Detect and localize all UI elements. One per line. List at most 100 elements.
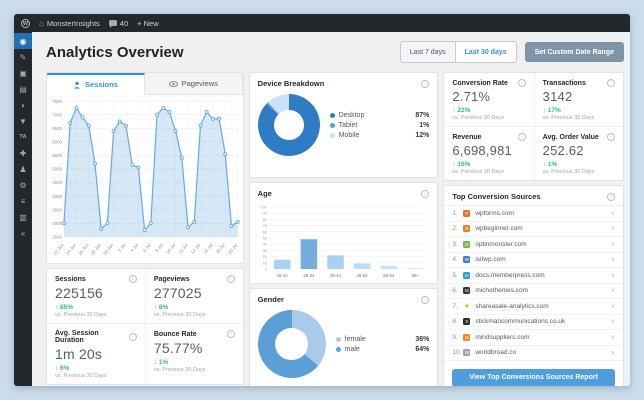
legend-label: Desktop	[338, 111, 365, 119]
source-rank: 3.	[452, 240, 458, 248]
new-label: + New	[137, 18, 159, 28]
sidebar-item-plugins[interactable]: ✚	[19, 148, 27, 158]
metric-compare: vs. Previous 30 Days	[542, 169, 595, 175]
comment-bubble-icon	[108, 20, 117, 28]
metric-value: 1m 20s	[55, 346, 103, 362]
sidebar-item-feedback[interactable]: ▼	[19, 116, 27, 126]
person-icon	[73, 81, 81, 89]
wordpress-logo-icon[interactable]: W	[21, 18, 30, 28]
source-row[interactable]: 7. ★ shareasale-analytics.com ∨	[444, 299, 624, 315]
sidebar-item-settings[interactable]: ≡	[20, 196, 26, 206]
legend-item: male 64%	[335, 346, 429, 353]
sidebar-item-media[interactable]: ▣	[19, 68, 27, 78]
legend-dot	[329, 112, 335, 118]
view-report-button[interactable]: View Top Conversions Sources Report	[452, 368, 616, 386]
metric-value: 6,698,981	[452, 143, 512, 158]
info-icon[interactable]	[128, 333, 137, 341]
sidebar-item-insights[interactable]: ▥	[19, 212, 27, 222]
svg-text:90: 90	[262, 212, 266, 216]
card-title: Device Breakdown	[257, 79, 325, 88]
info-icon[interactable]	[607, 133, 616, 141]
eye-icon	[168, 80, 178, 87]
wordpress-window: W ⌂ MonsterInsights 40 + New ◉ ✎ ▣ ▤ ◗ ▼ TA ✚ ♟ ⚙…	[14, 14, 630, 386]
metric-compare: vs. Previous 30 Days	[153, 312, 206, 318]
source-domain: shareasale-analytics.com	[475, 302, 549, 310]
sidebar-item-dashboard[interactable]: ◉	[14, 33, 32, 49]
chevron-down-icon[interactable]: ∨	[610, 241, 616, 248]
device-breakdown-card: Device Breakdown Desktop 87%	[248, 72, 439, 178]
chevron-down-icon[interactable]: ∨	[610, 319, 616, 326]
svg-text:65+: 65+	[411, 273, 419, 278]
legend-value: 87%	[415, 111, 430, 119]
info-icon[interactable]	[517, 133, 526, 141]
new-menu[interactable]: + New	[137, 19, 158, 28]
metric-label: Pageviews	[153, 275, 190, 283]
chevron-down-icon[interactable]: ∨	[610, 226, 616, 233]
age-card: Age 0 10 20 30 40 50 60 70 80 90 100 18-24 25-34 35-4…	[248, 182, 439, 284]
svg-text:30 Jun: 30 Jun	[102, 242, 115, 256]
sidebar-item-tools[interactable]: ⚙	[19, 180, 27, 190]
svg-text:4 Jul: 4 Jul	[129, 242, 139, 253]
sidebar-item-analytics-ta[interactable]: TA	[19, 134, 27, 140]
metric-value: 75.77%	[153, 340, 203, 356]
sidebar-item-pages[interactable]: ▤	[19, 84, 27, 94]
svg-text:50: 50	[262, 236, 266, 240]
set-custom-date-range-button[interactable]: Set Custom Date Range	[524, 42, 624, 62]
info-icon[interactable]	[128, 275, 137, 283]
svg-text:16 Jul: 16 Jul	[202, 242, 213, 254]
chevron-down-icon[interactable]: ∨	[610, 288, 616, 295]
info-icon[interactable]	[607, 79, 616, 87]
metric-compare: vs. Previous 30 Days	[153, 367, 206, 373]
metric-conversion-rate: Conversion Rate 2.71% ↑ 22% vs. Previous…	[444, 73, 533, 126]
info-icon[interactable]	[517, 79, 526, 87]
source-rank: 1.	[452, 209, 458, 217]
tab-sessions[interactable]: Sessions	[47, 73, 145, 95]
chevron-down-icon[interactable]: ∨	[610, 350, 616, 357]
metric-change: ↑ 17%	[542, 107, 561, 114]
svg-text:7000: 7000	[52, 112, 62, 117]
sidebar-item-posts[interactable]: ✎	[19, 52, 27, 62]
sidebar-item-comments[interactable]: ◗	[20, 100, 26, 110]
info-icon[interactable]	[226, 330, 235, 338]
last-7-days-button[interactable]: Last 7 days	[400, 42, 455, 62]
info-icon[interactable]	[421, 189, 430, 198]
sidebar-item-collapse[interactable]: «	[20, 228, 26, 238]
source-domain: optinmonster.com	[475, 240, 527, 248]
chevron-down-icon[interactable]: ∨	[610, 272, 616, 279]
last-30-days-button[interactable]: Last 30 days	[454, 42, 516, 62]
svg-text:70: 70	[262, 224, 266, 228]
metric-label: Sessions	[55, 275, 86, 283]
metric-compare: vs. Previous 30 Days	[55, 373, 107, 379]
info-icon[interactable]	[226, 275, 235, 283]
comments-indicator[interactable]: 40	[108, 19, 128, 28]
legend-label: Mobile	[338, 131, 360, 139]
source-row[interactable]: 5. m docs.memberpress.com ∨	[444, 268, 624, 284]
legend-dot	[329, 122, 335, 128]
metric-change: ↑ 1%	[542, 161, 558, 168]
metric-value: 3142	[542, 89, 573, 104]
site-menu[interactable]: ⌂ MonsterInsights	[39, 19, 100, 28]
tab-pageviews[interactable]: Pageviews	[145, 73, 243, 94]
info-icon[interactable]	[421, 295, 430, 304]
chevron-down-icon[interactable]: ∨	[610, 257, 616, 264]
metric-label: Transactions	[542, 79, 586, 87]
sidebar-item-users[interactable]: ♟	[19, 164, 27, 174]
info-icon[interactable]	[421, 79, 430, 88]
chevron-down-icon[interactable]: ∨	[610, 303, 616, 310]
legend-item: Desktop 87%	[329, 111, 430, 119]
tab-pageviews-label: Pageviews	[181, 79, 218, 88]
legend-value: 12%	[415, 131, 430, 139]
svg-text:0: 0	[265, 267, 267, 271]
info-icon[interactable]	[607, 192, 616, 201]
chevron-down-icon[interactable]: ∨	[610, 210, 616, 217]
svg-text:14 Jul: 14 Jul	[190, 242, 201, 254]
chevron-down-icon[interactable]: ∨	[610, 334, 616, 341]
